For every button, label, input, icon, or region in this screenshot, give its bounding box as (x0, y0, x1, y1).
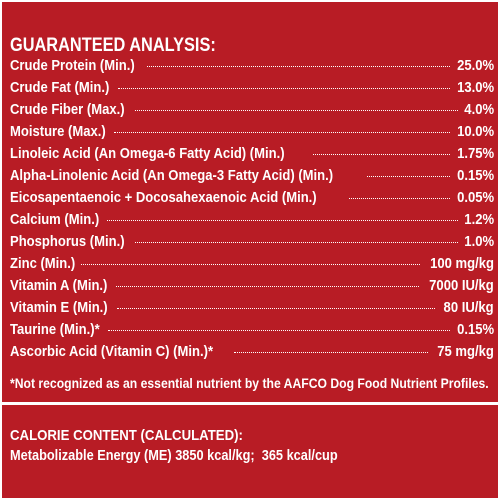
aafco-footnote: *Not recognized as an essential nutrient… (10, 375, 489, 391)
nutrient-name: Crude Fiber (Max.) (10, 102, 125, 118)
analysis-row: Crude Fiber (Max.) 4.0% (10, 102, 494, 124)
nutrient-value: 80 IU/kg (443, 300, 494, 316)
nutrient-name: Vitamin A (Min.) (10, 278, 108, 294)
analysis-row: Linoleic Acid (An Omega-6 Fatty Acid) (M… (10, 146, 494, 168)
nutrient-name: Moisture (Max.) (10, 124, 106, 140)
nutrient-value: 25.0% (456, 58, 494, 74)
nutrient-value: 100 mg/kg (430, 256, 494, 272)
analysis-row: Ascorbic Acid (Vitamin C) (Min.)* 75 mg/… (10, 344, 494, 366)
metabolizable-energy-line: Metabolizable Energy (ME) 3850 kcal/kg; … (10, 448, 338, 464)
nutrient-name: Ascorbic Acid (Vitamin C) (Min.)* (10, 344, 214, 360)
dot-leader (367, 176, 450, 177)
nutrient-value: 13.0% (456, 80, 494, 96)
nutrient-value: 1.0% (464, 234, 494, 250)
nutrient-name: Vitamin E (Min.) (10, 300, 108, 316)
guaranteed-analysis-heading: GUARANTEED ANALYSIS: (10, 35, 216, 56)
analysis-row: Phosphorus (Min.) 1.0% (10, 234, 494, 256)
nutrient-name: Crude Fat (Min.) (10, 80, 110, 96)
calorie-content-heading: CALORIE CONTENT (CALCULATED): (10, 427, 243, 444)
nutrient-name: Linoleic Acid (An Omega-6 Fatty Acid) (M… (10, 146, 285, 162)
dot-leader (107, 220, 458, 221)
analysis-row: Taurine (Min.)* 0.15% (10, 322, 494, 344)
analysis-row: Crude Protein (Min.) 25.0% (10, 58, 494, 80)
analysis-row: Calcium (Min.) 1.2% (10, 212, 494, 234)
nutrient-value: 0.15% (456, 322, 494, 338)
dot-leader (107, 330, 450, 331)
nutrient-name: Crude Protein (Min.) (10, 58, 135, 74)
nutrient-value: 1.75% (456, 146, 494, 162)
section-divider (2, 402, 498, 405)
analysis-row: Crude Fat (Min.) 13.0% (10, 80, 494, 102)
dot-leader (114, 132, 450, 133)
nutrient-value: 0.15% (456, 168, 494, 184)
dot-leader (80, 264, 421, 265)
dot-leader (313, 154, 450, 155)
analysis-row: Vitamin E (Min.) 80 IU/kg (10, 300, 494, 322)
dot-leader (116, 286, 420, 287)
analysis-row: Vitamin A (Min.) 7000 IU/kg (10, 278, 494, 300)
dot-leader (146, 66, 450, 67)
nutrient-name: Alpha-Linolenic Acid (An Omega-3 Fatty A… (10, 168, 334, 184)
analysis-row: Moisture (Max.) 10.0% (10, 124, 494, 146)
nutrient-name: Calcium (Min.) (10, 212, 100, 228)
nutrient-value: 1.2% (464, 212, 494, 228)
nutrient-value: 4.0% (464, 102, 494, 118)
dot-leader (116, 308, 436, 309)
nutrient-value: 75 mg/kg (437, 344, 494, 360)
dot-leader (118, 88, 450, 89)
dot-leader (135, 242, 458, 243)
analysis-row: Zinc (Min.) 100 mg/kg (10, 256, 494, 278)
dot-leader (233, 352, 429, 353)
analysis-table: Crude Protein (Min.) 25.0% Crude Fat (Mi… (10, 58, 494, 366)
dot-leader (348, 198, 450, 199)
dot-leader (135, 110, 458, 111)
analysis-row: Alpha-Linolenic Acid (An Omega-3 Fatty A… (10, 168, 494, 190)
nutrient-value: 7000 IU/kg (429, 278, 494, 294)
nutrient-value: 10.0% (456, 124, 494, 140)
nutrient-name: Phosphorus (Min.) (10, 234, 125, 250)
nutrient-name: Zinc (Min.) (10, 256, 76, 272)
nutrient-name: Eicosapentaenoic + Docosahexaenoic Acid … (10, 190, 317, 206)
analysis-row: Eicosapentaenoic + Docosahexaenoic Acid … (10, 190, 494, 212)
nutrient-value: 0.05% (456, 190, 494, 206)
nutrient-name: Taurine (Min.)* (10, 322, 100, 338)
